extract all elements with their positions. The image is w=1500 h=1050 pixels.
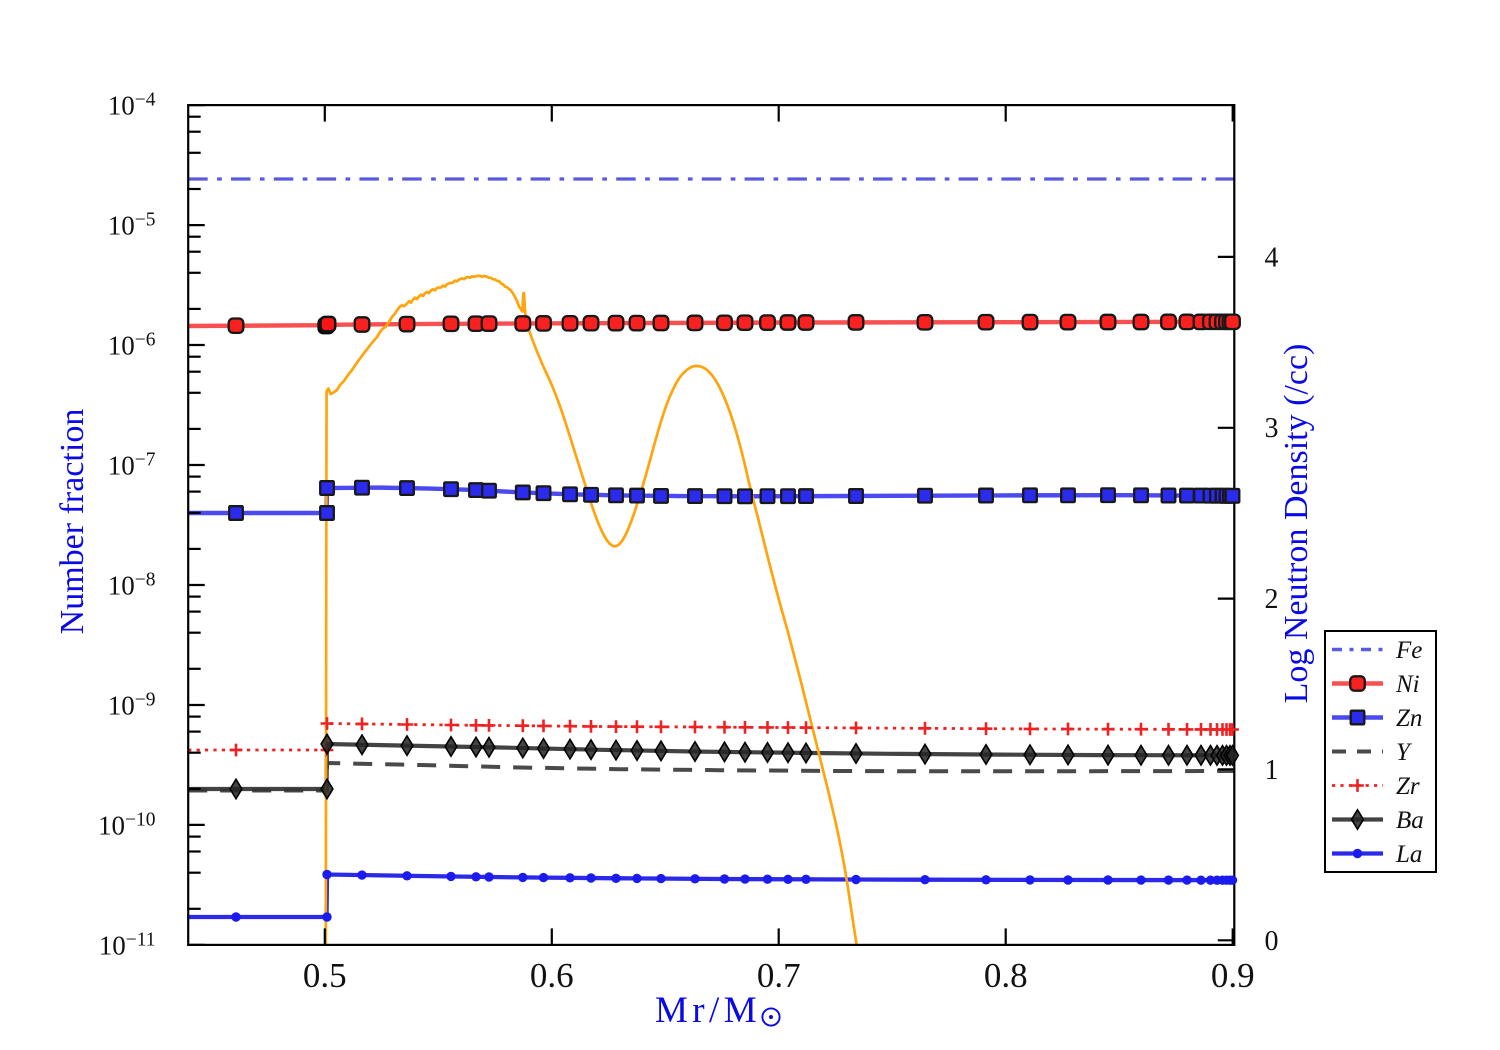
svg-text:Mr/M: Mr/M <box>655 990 761 1031</box>
svg-text:0.7: 0.7 <box>757 956 801 995</box>
svg-text:Log Neutron Density (/cc): Log Neutron Density (/cc) <box>1278 344 1315 704</box>
svg-text:1: 1 <box>1265 755 1279 786</box>
svg-text:10−6: 10−6 <box>108 330 156 361</box>
svg-text:Ba: Ba <box>1396 807 1424 834</box>
svg-text:0.5: 0.5 <box>303 956 347 995</box>
svg-text:La: La <box>1395 841 1422 868</box>
svg-text:0: 0 <box>1265 926 1279 957</box>
svg-text:Zr: Zr <box>1396 773 1420 800</box>
svg-text:0.9: 0.9 <box>1211 956 1255 995</box>
svg-text:Fe: Fe <box>1395 637 1422 664</box>
svg-text:0.8: 0.8 <box>984 956 1028 995</box>
svg-text:4: 4 <box>1265 242 1279 273</box>
svg-text:0.6: 0.6 <box>530 956 574 995</box>
svg-text:Zn: Zn <box>1396 705 1422 732</box>
svg-text:10−9: 10−9 <box>108 690 156 721</box>
svg-text:Y: Y <box>1396 739 1413 766</box>
svg-text:2: 2 <box>1265 584 1279 615</box>
svg-text:Ni: Ni <box>1395 671 1420 698</box>
svg-text:Number fraction: Number fraction <box>54 409 91 635</box>
svg-text:3: 3 <box>1265 413 1279 444</box>
svg-text:10−4: 10−4 <box>108 90 156 121</box>
